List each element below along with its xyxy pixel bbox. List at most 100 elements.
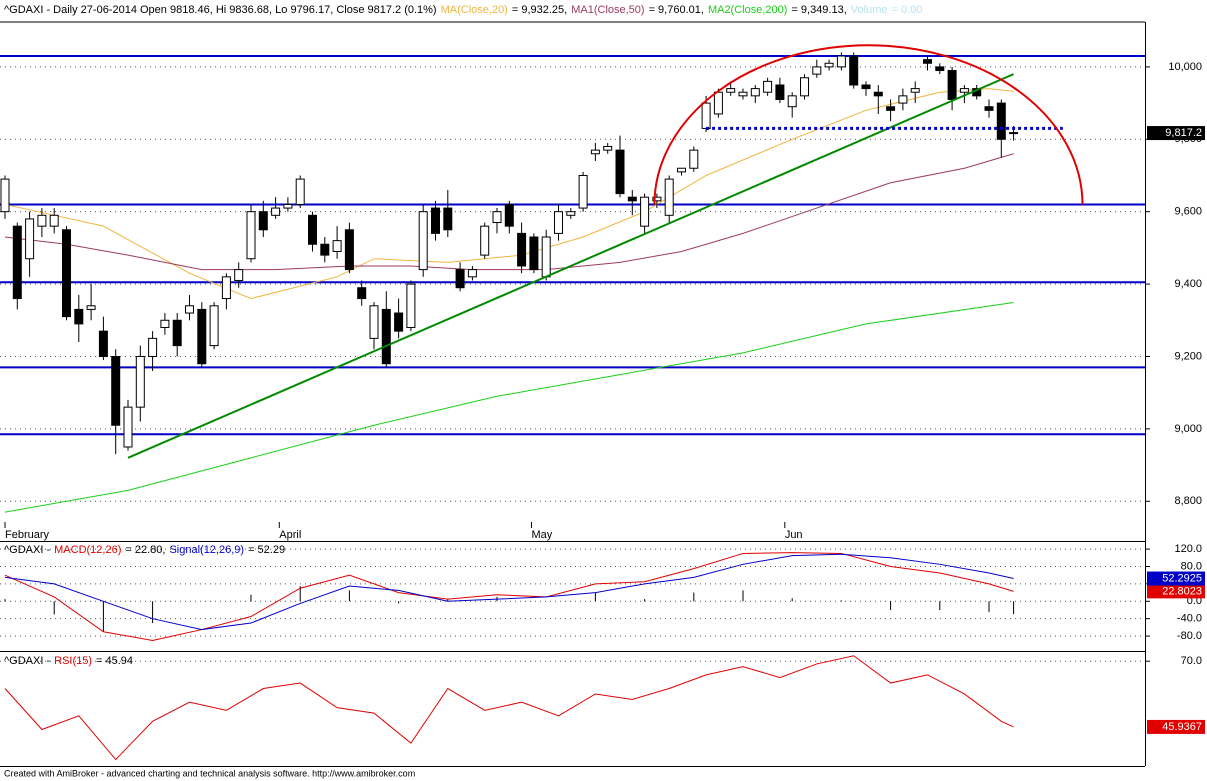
candle-body [849,55,859,86]
candle-body [431,207,440,234]
y-tick-label: -80.0 [1177,630,1202,642]
value-box [1147,719,1205,734]
indicator-line [4,552,1014,641]
candle-body [283,203,293,209]
value-box [1147,571,1205,586]
y-tick-label: 80.0 [1181,560,1202,572]
candle-body [197,308,207,365]
footer: Created with AmiBroker - advanced charti… [4,768,415,778]
trend-line [127,73,1014,459]
candle-body [787,95,797,108]
candle-body [135,355,145,408]
legend-name: MA1(Close,50) [571,4,644,16]
candle-body [504,203,514,227]
candle-body [615,149,625,195]
candle-body [12,225,22,300]
candle-body [308,214,317,245]
candle-body [160,319,170,329]
candle-body [418,211,428,271]
candle-body [750,88,760,97]
candle-body [455,269,465,289]
candle-body [652,196,662,202]
candle-body [74,308,84,325]
legend-value: = 9,760.01, [649,4,704,16]
legend-name: MACD(12,26) [54,544,121,556]
value-box-label: 22.8023 [1162,585,1202,597]
candle-body [812,66,822,75]
header-title: ^GDAXI - [4,655,50,667]
x-tick-label: Jun [785,529,803,541]
candle-body [947,70,957,100]
legend-value: = 45.94 [96,655,133,667]
candle-body [566,211,576,216]
candle-body [775,84,785,100]
candle-body [271,207,281,216]
candle-body [234,269,244,281]
candle-body [824,62,834,68]
candle-body [123,406,133,448]
candle-body [800,77,809,97]
candle-body [295,178,305,205]
header-title: ^GDAXI - Daily 27-06-2014 Open 9818.46, … [4,4,437,16]
candle-body [492,211,502,224]
value-box-label: 52.2925 [1162,572,1202,584]
panel-header: ^GDAXI - MACD(12,26) = 22.80, Signal(12,26,… [4,544,285,556]
candle-body [258,211,268,231]
candle-body [910,88,920,93]
indicator-line [4,553,1014,631]
candle-body [517,232,527,267]
moving-average [4,301,1014,513]
y-tick-label: 10,000 [1168,61,1202,73]
candle-body [209,305,219,347]
moving-average [4,153,1014,271]
candle-body [627,196,637,202]
candle-body [541,236,551,278]
candle-body [529,236,539,271]
y-tick-label: 120.0 [1174,543,1202,555]
candle-body [37,214,47,227]
candle-body [713,91,723,115]
candle-body [344,229,354,271]
legend-name: RSI(15) [54,655,92,667]
candle-body [640,196,650,227]
candle-body [578,174,588,209]
x-tick-label: May [531,529,552,541]
candle-body [480,225,490,256]
legend-value: = 9,932.25, [512,4,567,16]
candle-body [357,287,367,300]
candle-body [836,55,846,68]
value-box-label: 45.9367 [1162,721,1202,733]
value-box-label: 9,817.2 [1165,127,1202,139]
candle-body [689,149,699,169]
candle-body [959,88,969,93]
y-tick-label: 9,400 [1174,278,1202,290]
candle-body [172,319,182,347]
legend-value: = 22.80, [125,544,165,556]
candle-body [923,59,932,64]
candle-body [185,305,194,314]
candle-body [898,95,908,104]
candle-body [111,355,121,426]
legend-value: = 9,349.13, [791,4,846,16]
candle-body [701,102,711,129]
value-box [1147,584,1205,599]
candle-body [246,211,256,260]
panel-header: ^GDAXI - Daily 27-06-2014 Open 9818.46, … [4,4,922,16]
candle-body [0,178,10,213]
x-tick-label: April [279,529,301,541]
y-tick-label: 9,200 [1174,350,1202,362]
y-tick-label: -40.0 [1177,613,1202,625]
candle-body [98,330,108,357]
value-box [1147,126,1205,141]
legend-name: Volume [851,4,888,16]
candle-body [369,305,379,339]
header-title: ^GDAXI - [4,544,50,556]
candle-body [148,337,158,357]
candle-body [664,178,674,216]
y-tick-label: 8,800 [1174,495,1202,507]
candle-body [935,66,945,72]
candle-body [25,218,35,260]
candle-body [873,91,883,97]
candle-body [590,149,600,155]
